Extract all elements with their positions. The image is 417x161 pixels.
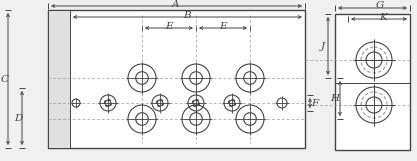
Text: J: J [321, 42, 325, 51]
Text: F: F [311, 99, 319, 108]
Text: C: C [1, 75, 9, 84]
Text: K: K [379, 13, 387, 22]
Bar [48, 10, 305, 148]
Text: G: G [376, 0, 384, 9]
Text: B: B [183, 10, 191, 19]
Bar [335, 14, 410, 150]
Text: A: A [172, 0, 180, 9]
Bar [48, 10, 70, 148]
Text: H: H [331, 94, 339, 103]
Text: E: E [219, 22, 227, 30]
Text: E: E [165, 22, 173, 30]
Text: D: D [14, 114, 22, 123]
